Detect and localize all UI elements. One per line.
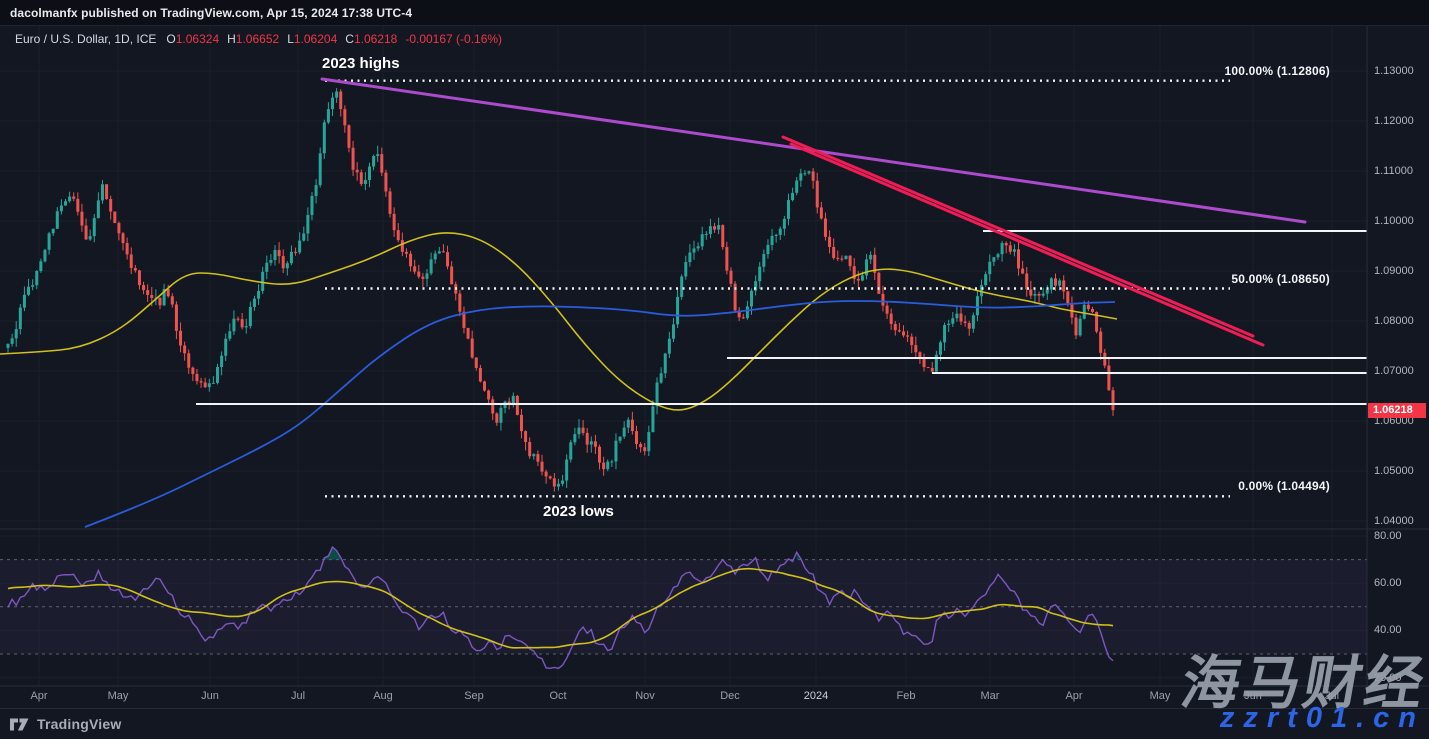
rsi-tick-label: 40.00 <box>1374 624 1402 637</box>
rsi-tick-label: 60.00 <box>1374 577 1402 590</box>
time-tick-label: Mar <box>980 690 1000 702</box>
time-tick-label: Nov <box>635 690 655 702</box>
ohlc-item: L1.06204 <box>287 32 338 46</box>
time-tick-label: May <box>107 690 129 702</box>
candlestick-series <box>6 88 1115 492</box>
rsi-tick-label: 80.00 <box>1374 530 1402 542</box>
time-tick-label: Apr <box>1065 690 1083 702</box>
time-tick-label: Feb <box>896 690 916 702</box>
ma-yellow-line <box>0 232 1118 411</box>
fib-level-label: 50.00% (1.08650) <box>1231 271 1330 286</box>
time-tick-label: Apr <box>30 690 48 702</box>
price-tick-label: 1.10000 <box>1374 215 1414 227</box>
time-tick-label: 2024 <box>803 690 829 702</box>
time-tick-label: Oct <box>549 690 567 702</box>
crimson-channel-upper[interactable] <box>781 135 1255 338</box>
price-tick-label: 1.13000 <box>1374 65 1414 77</box>
time-tick-label: Jul <box>290 690 306 702</box>
rsi-line <box>7 545 1114 670</box>
rsi-tick-label: 20.00 <box>1374 671 1402 684</box>
crimson-channel-lower[interactable] <box>789 142 1265 347</box>
ohlc-values: O1.06324 H1.06652 L1.06204 C1.06218 <box>166 32 405 46</box>
footer-bar: TradingView <box>0 708 1429 739</box>
time-tick-label: Aug <box>373 690 393 702</box>
ohlc-item: C1.06218 <box>345 32 398 46</box>
ohlc-item: H1.06652 <box>227 32 280 46</box>
price-tick-label: 1.04000 <box>1374 515 1414 527</box>
last-price-badge: 1.06218 <box>1368 403 1426 419</box>
symbol-info-row[interactable]: Euro / U.S. Dollar, 1D, ICE O1.06324 H1.0… <box>15 31 502 47</box>
price-tick-label: 1.12000 <box>1374 115 1414 127</box>
fib-level-label: 100.00% (1.12806) <box>1224 63 1330 78</box>
symbol-title: Euro / U.S. Dollar, 1D, ICE <box>15 32 157 46</box>
time-tick-label: Jun <box>1244 690 1262 702</box>
annotation-2023-lows: 2023 lows <box>543 503 614 520</box>
time-tick-label: Jun <box>201 690 219 702</box>
annotation-2023-highs: 2023 highs <box>322 55 400 72</box>
time-tick-label: May <box>1149 690 1171 702</box>
ohlc-item: O1.06324 <box>166 32 220 46</box>
ma-blue-line <box>84 300 1116 528</box>
price-tick-label: 1.08000 <box>1374 315 1414 327</box>
attribution-bar: dacolmanfx published on TradingView.com,… <box>0 0 1429 26</box>
tradingview-brand-text[interactable]: TradingView <box>37 716 122 732</box>
gridlines <box>0 26 1367 686</box>
time-tick-label: Sep <box>464 690 484 702</box>
time-tick-label: Dec <box>720 690 740 702</box>
price-tick-label: 1.09000 <box>1374 265 1414 277</box>
time-tick-label: Jul <box>1324 690 1340 702</box>
tradingview-logo-icon[interactable] <box>10 717 30 732</box>
price-tick-label: 1.07000 <box>1374 365 1414 377</box>
price-tick-label: 1.05000 <box>1374 465 1414 477</box>
price-tick-label: 1.11000 <box>1374 165 1413 177</box>
change-value: -0.00167 (-0.16%) <box>405 32 503 46</box>
rsi-ma-line <box>7 567 1114 649</box>
fib-level-label: 0.00% (1.04494) <box>1238 479 1330 494</box>
watermark-url: zzrt01.cn <box>1219 702 1425 734</box>
attribution-text: dacolmanfx published on TradingView.com,… <box>10 5 413 20</box>
